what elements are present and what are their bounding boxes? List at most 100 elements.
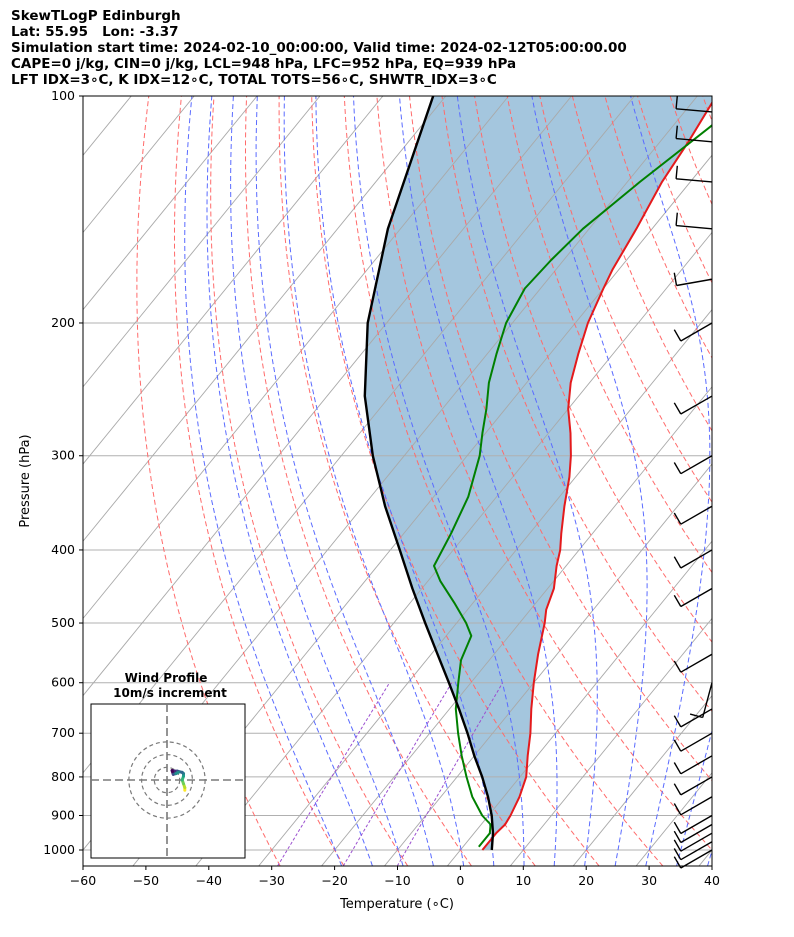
dry-adiabat	[571, 96, 712, 432]
hodograph-trace	[170, 769, 187, 792]
isotherm--140	[83, 96, 195, 234]
isotherm-0	[446, 540, 712, 866]
wind-barb-shaft	[680, 549, 713, 569]
wind-barb-flag	[675, 95, 678, 109]
wind-barb-925	[673, 823, 713, 844]
wind-barb-shaft	[676, 137, 713, 143]
isotherm--30	[258, 308, 712, 866]
isotherm-50	[749, 79, 794, 881]
wind-barb-flag	[673, 783, 682, 796]
hodograph-subtitle: 10m/s increment	[113, 686, 227, 700]
wind-barb-850	[673, 796, 713, 816]
dry-adiabat	[637, 96, 712, 284]
stability-indices-line: LFT IDX=3∘C, K IDX=12∘C, TOTAL TOTS=56∘C…	[11, 72, 497, 88]
y-tick-label-300: 300	[51, 448, 75, 463]
chart-title: SkewTLogP Edinburgh	[11, 8, 181, 24]
dry-adiabat	[669, 96, 712, 206]
y-tick-label-500: 500	[51, 615, 75, 630]
wind-barb-shaft	[680, 395, 713, 415]
profile-lines	[363, 96, 712, 851]
x-tick-label--50: −50	[133, 873, 159, 888]
moist-adiabat	[230, 96, 404, 866]
wind-barb-shaft	[680, 653, 713, 673]
dry-adiabat	[278, 96, 536, 866]
parcel-line	[363, 96, 495, 851]
moist-adiabat	[676, 728, 712, 866]
dry-adiabat	[474, 96, 712, 643]
wind-barb-flag	[673, 402, 682, 415]
wind-barb-flag	[673, 821, 682, 834]
wind-barb-200	[673, 322, 713, 342]
wind-barb-shaft	[676, 178, 713, 183]
wind-barb-flag	[673, 512, 682, 525]
dry-adiabat	[174, 96, 345, 866]
isotherm--110	[83, 96, 384, 465]
isotherm--10	[383, 463, 712, 866]
moist-adiabats	[184, 96, 712, 866]
wind-barb-350	[673, 505, 713, 525]
x-tick-label-20: 20	[578, 873, 594, 888]
mixing-ratio-line	[277, 682, 391, 866]
convective-params-line: CAPE=0 j/kg, CIN=0 j/kg, LCL=948 hPa, LF…	[11, 56, 517, 72]
wind-barb-shaft	[680, 322, 713, 342]
moist-adiabat	[707, 848, 712, 866]
isotherm--80	[83, 96, 573, 697]
wind-barb-130	[675, 165, 713, 183]
wind-barb-shaft	[680, 832, 713, 852]
wind-barb-400	[673, 549, 713, 569]
isotherm-20	[572, 694, 712, 866]
dry-adiabat	[210, 96, 409, 866]
wind-barb-flag	[673, 839, 682, 852]
wind-barb-600	[689, 682, 713, 719]
wind-barb-250	[673, 395, 713, 415]
wind-barb-shaft	[680, 708, 713, 728]
y-tick-label-100: 100	[51, 88, 75, 103]
x-tick-label-40: 40	[704, 873, 720, 888]
isobar-grid	[83, 96, 712, 851]
y-tick-label-600: 600	[51, 675, 75, 690]
wind-barb-shaft	[680, 841, 713, 861]
wind-barb-750	[673, 755, 713, 775]
wind-barb-650	[673, 708, 713, 728]
isotherm--160	[0, 79, 82, 881]
y-axis-label: Pressure (hPa)	[18, 434, 33, 527]
hodograph-title: Wind Profile	[125, 671, 208, 685]
moist-adiabat	[456, 96, 598, 866]
hodograph-inset: Wind Profile 10m/s increment	[90, 671, 246, 859]
wind-barb-700	[673, 732, 713, 752]
wind-barb-115	[675, 125, 713, 143]
wind-barb-900	[673, 814, 713, 835]
moist-adiabat	[399, 96, 558, 866]
x-tick-label--10: −10	[384, 873, 410, 888]
wind-barb-shaft	[676, 278, 713, 287]
wind-barb-flag	[675, 165, 678, 179]
temperature-line	[481, 100, 712, 851]
wind-barb-shaft	[680, 755, 713, 775]
wind-barb-450	[673, 587, 713, 608]
moist-adiabat	[206, 96, 373, 866]
moist-adiabat	[283, 96, 465, 866]
x-axis-label: Temperature (∘C)	[339, 897, 454, 912]
wind-barb-flag	[675, 212, 678, 226]
wind-barbs	[673, 95, 713, 869]
wind-barb-975	[673, 841, 713, 861]
wind-barb-flag	[673, 848, 682, 861]
isotherm--120	[83, 96, 321, 388]
moist-adiabat	[184, 96, 343, 866]
wind-barb-flag	[673, 762, 682, 775]
wind-barb-flag	[673, 803, 682, 816]
mixing-ratio-line	[342, 682, 453, 866]
y-tick-label-900: 900	[51, 807, 75, 822]
dry-adiabat	[702, 96, 712, 123]
wind-barb-flag	[673, 830, 682, 843]
x-tick-label--60: −60	[70, 873, 96, 888]
chart-header: SkewTLogP Edinburgh Lat: 55.95 Lon: -3.3…	[11, 8, 627, 88]
y-tick-label-1000: 1000	[43, 842, 75, 857]
mixing-ratio-lines	[277, 682, 504, 866]
wind-barb-shaft	[680, 849, 713, 869]
dry-adiabat	[735, 96, 794, 866]
wind-barb-shaft	[702, 682, 713, 718]
wind-barb-shaft	[680, 587, 713, 608]
x-tick-label--40: −40	[196, 873, 222, 888]
wind-barb-shaft	[676, 224, 713, 230]
